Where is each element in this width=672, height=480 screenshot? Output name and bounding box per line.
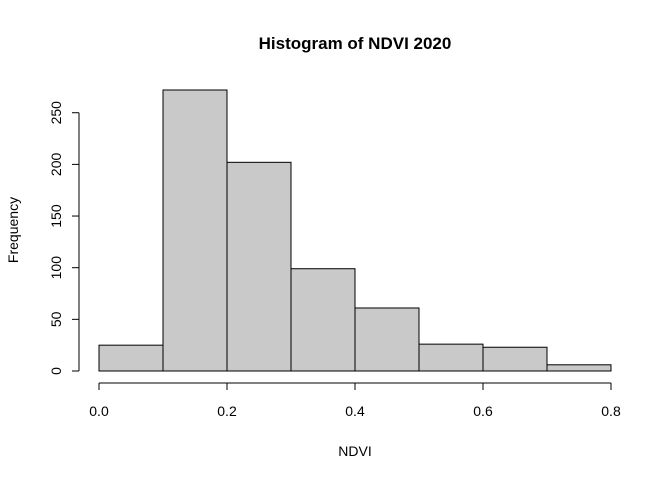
y-tick-label: 150 bbox=[48, 204, 64, 228]
histogram-bar bbox=[290, 268, 356, 372]
y-axis-label: Frequency bbox=[5, 197, 21, 263]
histogram-bar bbox=[98, 344, 164, 372]
y-tick-label: 50 bbox=[48, 311, 64, 327]
histogram-bar bbox=[546, 364, 612, 372]
y-tick-label: 250 bbox=[48, 101, 64, 125]
histogram-bar bbox=[354, 307, 420, 372]
chart-title: Histogram of NDVI 2020 bbox=[259, 34, 452, 53]
x-axis-label: NDVI bbox=[338, 443, 371, 459]
x-tick-label: 0.0 bbox=[89, 403, 109, 419]
y-axis: 0 50 100 150 200 250 bbox=[48, 101, 80, 375]
histogram-bar bbox=[226, 161, 292, 372]
histogram-bar bbox=[162, 89, 228, 372]
x-tick-label: 0.6 bbox=[473, 403, 493, 419]
y-tick-label: 100 bbox=[48, 256, 64, 280]
histogram-bar bbox=[418, 343, 484, 372]
y-tick-label: 200 bbox=[48, 152, 64, 176]
x-axis: 0.0 0.2 0.4 0.6 0.8 bbox=[89, 382, 621, 419]
x-tick-label: 0.4 bbox=[345, 403, 365, 419]
histogram-bar bbox=[482, 346, 548, 372]
x-tick-label: 0.8 bbox=[601, 403, 621, 419]
bars-group bbox=[98, 89, 612, 372]
x-tick-label: 0.2 bbox=[217, 403, 237, 419]
y-tick-label: 0 bbox=[48, 367, 64, 375]
